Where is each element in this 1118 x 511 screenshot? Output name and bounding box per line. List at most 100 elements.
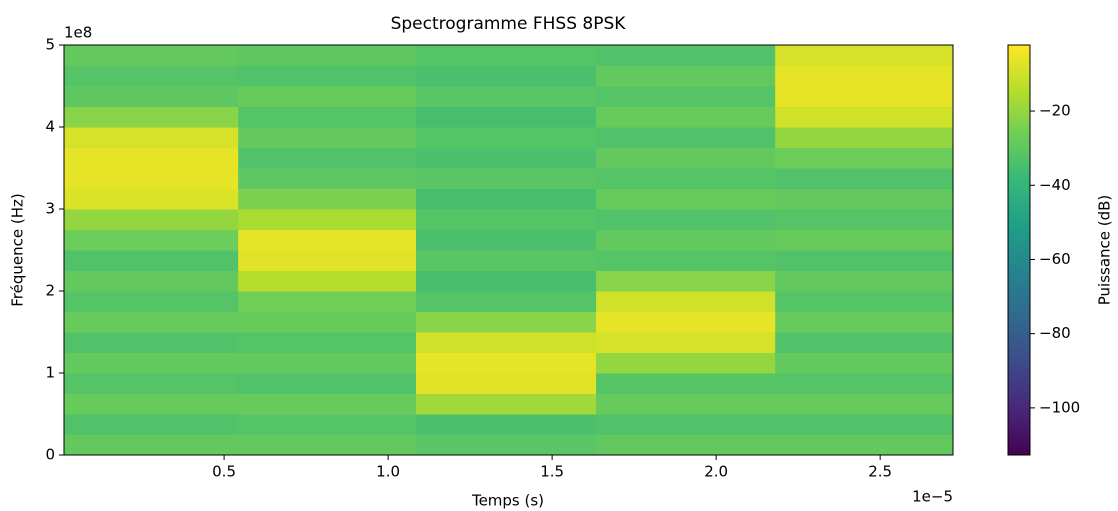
heatmap-cell (64, 127, 239, 148)
heatmap-cell (775, 106, 954, 128)
heatmap-cell (596, 229, 776, 251)
heatmap-cell (415, 127, 597, 148)
heatmap-cell (64, 86, 239, 107)
heatmap-cell (775, 127, 954, 148)
heatmap-cell (596, 270, 776, 292)
heatmap-cell (775, 147, 954, 169)
heatmap-cell (415, 168, 597, 189)
heatmap-cell (238, 414, 417, 435)
heatmap-cell (415, 311, 597, 333)
heatmap-cell (596, 434, 776, 456)
x-tick-label: 1.0 (376, 463, 400, 481)
heatmap-cell (415, 45, 597, 66)
heatmap-cell (415, 188, 597, 210)
heatmap-cell (775, 45, 954, 66)
heatmap-cell (596, 352, 776, 374)
heatmap-cell (596, 147, 776, 169)
y-tick-label: 4 (45, 118, 55, 136)
heatmap-cell (415, 332, 597, 353)
colorbar-label: Puissance (dB) (1096, 195, 1114, 306)
heatmap-cell (238, 434, 417, 456)
x-offset-label: 1e−5 (912, 488, 953, 506)
heatmap-cell (64, 373, 239, 394)
heatmap-cell (238, 65, 417, 87)
heatmap-cell (64, 168, 239, 189)
heatmap-cell (596, 291, 776, 312)
chart-title: Spectrogramme FHSS 8PSK (391, 14, 627, 34)
heatmap-cell (775, 188, 954, 210)
heatmap-cell (775, 434, 954, 456)
y-axis-label: Fréquence (Hz) (9, 193, 27, 306)
heatmap-cell (415, 393, 597, 415)
heatmap-cell (64, 188, 239, 210)
heatmap-cell (64, 352, 239, 374)
heatmap-cell (775, 373, 954, 394)
heatmap-cell (415, 250, 597, 271)
heatmap-cell (64, 270, 239, 292)
heatmap-cell (596, 65, 776, 87)
y-offset-label: 1e8 (64, 24, 92, 42)
colorbar-tick-label: −40 (1039, 176, 1071, 194)
heatmap-cell (775, 393, 954, 415)
y-tick-label: 2 (45, 282, 55, 300)
heatmap-cell (596, 393, 776, 415)
heatmap-cell (415, 229, 597, 251)
heatmap-cell (238, 147, 417, 169)
heatmap-cell (775, 86, 954, 107)
heatmap-cell (775, 209, 954, 230)
heatmap-cell (238, 332, 417, 353)
heatmap-cell (64, 311, 239, 333)
plot-frame (63, 44, 954, 456)
heatmap-cell (775, 270, 954, 292)
heatmap-cell (64, 45, 239, 66)
heatmap-cell (238, 168, 417, 189)
heatmap-cell (238, 393, 417, 415)
colorbar-tick-label: −60 (1039, 250, 1071, 268)
colorbar (1007, 44, 1031, 456)
heatmap-cell (415, 291, 597, 312)
heatmap-cell (596, 373, 776, 394)
heatmap-cell (64, 147, 239, 169)
heatmap-cell (596, 414, 776, 435)
heatmap-cell (596, 127, 776, 148)
y-tick-label: 0 (45, 446, 55, 464)
heatmap-cell (596, 106, 776, 128)
heatmap-cell (64, 332, 239, 353)
heatmap-cell (415, 352, 597, 374)
heatmap-cell (238, 270, 417, 292)
colorbar-tick-label: −80 (1039, 324, 1071, 342)
heatmap-cell (64, 393, 239, 415)
y-tick-label: 3 (45, 200, 55, 218)
heatmap-cell (596, 168, 776, 189)
heatmap-cell (64, 229, 239, 251)
x-tick-label: 1.5 (540, 463, 564, 481)
colorbar-tick-label: −20 (1039, 102, 1071, 120)
heatmap-cell (775, 229, 954, 251)
heatmap-cell (596, 45, 776, 66)
heatmap-cell (64, 106, 239, 128)
heatmap-cell (64, 291, 239, 312)
heatmap-cell (596, 209, 776, 230)
heatmap-cell (238, 229, 417, 251)
heatmap-cell (775, 311, 954, 333)
heatmap-cell (238, 352, 417, 374)
heatmap-cell (596, 332, 776, 353)
heatmap-cell (415, 65, 597, 87)
colorbar-tick-label: −100 (1039, 398, 1080, 416)
heatmap-cell (775, 65, 954, 87)
heatmap-cell (775, 332, 954, 353)
heatmap-cell (64, 414, 239, 435)
heatmap-cell (596, 250, 776, 271)
heatmap (64, 45, 954, 456)
heatmap-cell (238, 188, 417, 210)
heatmap-cell (238, 291, 417, 312)
heatmap-cell (415, 86, 597, 107)
heatmap-cell (415, 414, 597, 435)
heatmap-cell (64, 250, 239, 271)
heatmap-cell (775, 250, 954, 271)
heatmap-cell (415, 209, 597, 230)
heatmap-cell (64, 434, 239, 456)
heatmap-cell (238, 106, 417, 128)
heatmap-cell (415, 147, 597, 169)
